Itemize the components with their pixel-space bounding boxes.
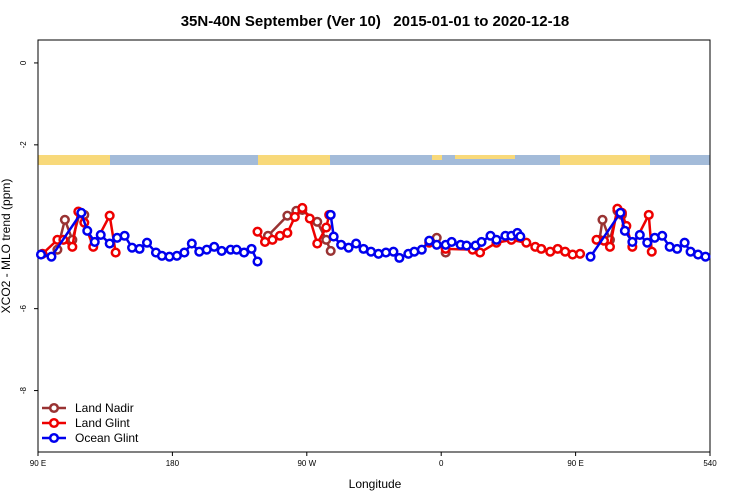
- legend-marker: [48, 432, 60, 444]
- point: [304, 213, 315, 224]
- point: [491, 234, 502, 245]
- point: [619, 225, 630, 236]
- x-tick-label: 90 W: [297, 459, 316, 468]
- point: [252, 256, 263, 267]
- chart-title: 35N-40N September (Ver 10) 2015-01-01 to…: [181, 13, 570, 30]
- point: [321, 222, 332, 233]
- point: [67, 241, 78, 252]
- point: [104, 210, 115, 221]
- point: [179, 247, 190, 258]
- point: [119, 230, 130, 241]
- legend-marker: [48, 402, 60, 414]
- point: [536, 243, 547, 254]
- point: [141, 237, 153, 248]
- x-tick-label: 540: [703, 459, 717, 468]
- point: [627, 236, 638, 247]
- point: [575, 248, 586, 259]
- point: [700, 251, 711, 262]
- x-tick-label: 90 E: [30, 459, 46, 468]
- point: [59, 214, 70, 225]
- point: [388, 246, 399, 257]
- point: [46, 251, 57, 262]
- point: [351, 238, 362, 249]
- point: [104, 238, 115, 249]
- point: [134, 243, 145, 254]
- map-strip: [38, 155, 710, 165]
- point: [643, 209, 654, 220]
- x-tick-label: 0: [439, 459, 444, 468]
- y-tick-label: -6: [19, 305, 28, 313]
- point: [604, 241, 615, 252]
- point: [35, 249, 47, 260]
- point: [672, 243, 683, 254]
- point: [239, 247, 250, 258]
- legend-label: Land Nadir: [75, 401, 134, 415]
- y-tick-label: 0: [19, 60, 28, 65]
- point: [515, 231, 526, 242]
- point: [343, 242, 354, 253]
- point: [679, 237, 690, 248]
- point: [89, 236, 100, 247]
- point: [431, 239, 442, 250]
- y-axis-label: XCO2 - MLO trend (ppm): [0, 179, 13, 314]
- legend-marker: [48, 417, 60, 429]
- x-axis-label: Longitude: [349, 477, 402, 491]
- point: [615, 207, 626, 218]
- y-tick-label: -8: [19, 386, 28, 394]
- point: [76, 207, 87, 218]
- point: [461, 240, 472, 251]
- point: [252, 226, 263, 237]
- point: [82, 225, 93, 236]
- point: [446, 236, 457, 247]
- legend-label: Land Glint: [75, 416, 130, 430]
- point: [476, 236, 487, 247]
- point: [474, 247, 486, 258]
- point: [657, 230, 668, 241]
- point: [642, 237, 653, 248]
- x-tick-label: 90 E: [567, 459, 583, 468]
- point: [312, 238, 323, 249]
- point: [521, 237, 532, 248]
- point: [186, 238, 197, 249]
- point: [597, 214, 608, 225]
- point: [585, 251, 596, 262]
- point: [246, 243, 257, 254]
- point: [282, 227, 293, 238]
- point: [634, 229, 645, 240]
- point: [394, 252, 405, 263]
- y-tick-label: -2: [19, 141, 28, 149]
- point: [209, 241, 220, 252]
- point: [216, 245, 227, 256]
- point: [646, 246, 657, 257]
- point: [297, 202, 308, 213]
- point: [424, 235, 435, 246]
- point: [328, 231, 339, 242]
- point: [110, 247, 121, 258]
- point: [267, 234, 278, 245]
- point: [95, 229, 106, 240]
- point: [416, 244, 427, 255]
- point: [325, 245, 336, 256]
- point: [289, 211, 300, 222]
- point: [325, 209, 336, 220]
- legend-label: Ocean Glint: [75, 431, 139, 445]
- x-tick-label: 180: [166, 459, 180, 468]
- plot-frame: [37, 39, 711, 453]
